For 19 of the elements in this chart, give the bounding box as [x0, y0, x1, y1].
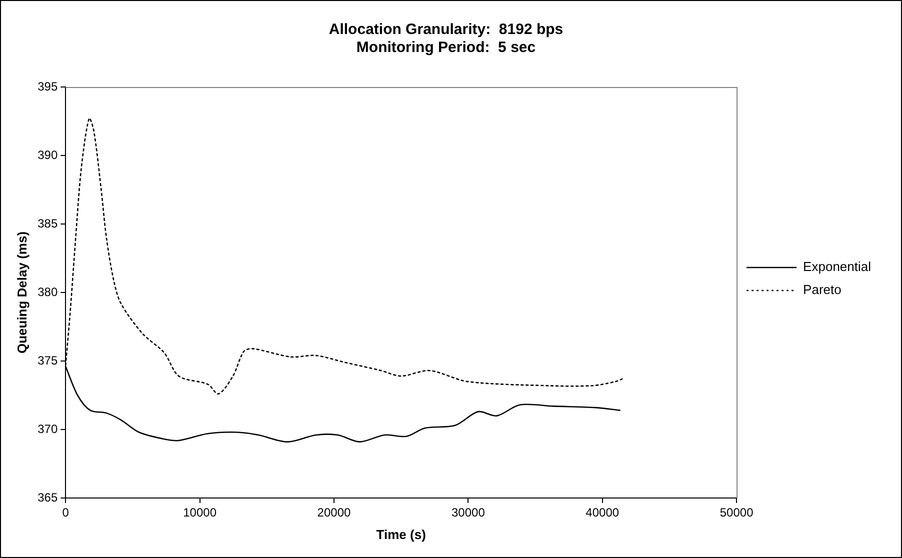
- text: Monitoring Period: 5 sec: [356, 39, 536, 56]
- x-tick-label: 40000: [586, 506, 620, 520]
- legend-label: Pareto: [803, 282, 842, 298]
- x-tick-label: 50000: [720, 506, 754, 520]
- x-axis-title: Time (s): [376, 526, 426, 542]
- y-tick-label: 365: [38, 490, 58, 504]
- x-tick-label: 20000: [317, 506, 352, 520]
- text: Allocation Granularity: 8192 bps: [328, 21, 564, 38]
- y-tick-label: 395: [38, 79, 58, 94]
- legend-label: Exponential: [803, 259, 872, 274]
- y-axis-title: Queuing Delay (ms): [14, 231, 30, 354]
- y-tick-label: 375: [38, 353, 58, 368]
- y-tick-label: 380: [38, 284, 58, 299]
- x-tick-label: 30000: [452, 506, 486, 520]
- x-tick-label: 10000: [183, 506, 217, 520]
- y-tick-label: 385: [38, 216, 58, 230]
- x-tick-label: 0: [62, 506, 70, 520]
- y-tick-label: 370: [38, 422, 58, 436]
- y-tick-label: 390: [38, 148, 58, 162]
